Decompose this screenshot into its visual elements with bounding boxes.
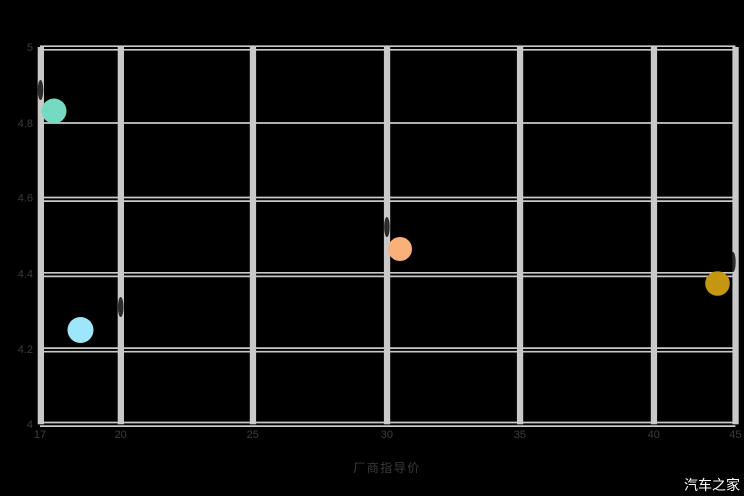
svg-text:4.8: 4.8 [18, 118, 33, 130]
svg-text:30: 30 [381, 429, 393, 441]
svg-text:17: 17 [34, 429, 46, 441]
svg-text:5: 5 [27, 42, 33, 54]
svg-text:4.2: 4.2 [18, 344, 33, 356]
svg-text:4.6: 4.6 [18, 193, 33, 205]
svg-text:25: 25 [247, 429, 259, 441]
svg-text:40: 40 [648, 429, 660, 441]
svg-text:4.4: 4.4 [18, 269, 33, 281]
svg-text:厂商指导价: 厂商指导价 [353, 460, 421, 475]
svg-text:45: 45 [729, 429, 741, 441]
svg-text:4: 4 [27, 419, 33, 431]
svg-text:20: 20 [115, 429, 127, 441]
svg-text:35: 35 [514, 429, 526, 441]
svg-text:汽车之家: 汽车之家 [684, 477, 740, 493]
